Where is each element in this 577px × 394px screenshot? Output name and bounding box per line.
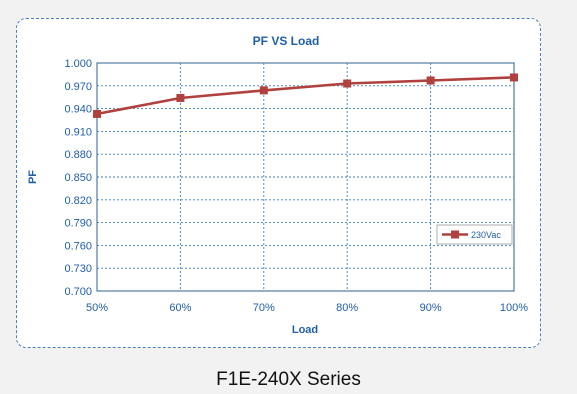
series-230vac [93,73,518,118]
chart-title: PF VS Load [253,34,320,48]
y-tick-label: 0.970 [64,81,92,93]
y-tick-label: 0.730 [64,263,92,275]
y-tick-label: 1.000 [64,58,92,70]
legend-label: 230Vac [471,230,501,240]
data-point [343,79,352,88]
x-tick-label: 100% [500,302,528,314]
data-point [93,109,101,118]
legend: 230Vac [436,224,513,245]
x-axis-title: Load [292,324,318,336]
y-tick-label: 0.700 [64,286,92,298]
x-tick-label: 50% [86,302,108,314]
y-tick-label: 0.820 [64,195,92,207]
y-axis-title: PF [27,170,39,184]
y-tick-label: 0.880 [64,149,92,161]
x-tick-label: 80% [336,302,358,314]
series-line [96,76,515,116]
data-point [259,86,268,95]
y-tick-label: 0.910 [64,126,92,138]
x-tick-label: 60% [169,302,191,314]
tick-labels: 0.700 0.730 0.760 0.790 0.820 0.850 0.880 0.910… [64,58,528,314]
data-point [426,76,435,85]
legend-box [436,224,513,245]
x-tick-label: 90% [420,302,442,314]
y-tick-label: 0.760 [64,240,92,252]
data-point [176,93,185,102]
data-point [510,73,518,82]
legend-marker-swatch [451,230,459,239]
x-tick-label: 70% [253,302,275,314]
chart-caption: F1E-240X Series [216,369,361,390]
grid-lines [97,63,514,291]
y-tick-label: 0.790 [64,218,92,230]
y-tick-label: 0.850 [64,172,92,184]
y-tick-label: 0.940 [64,104,92,116]
